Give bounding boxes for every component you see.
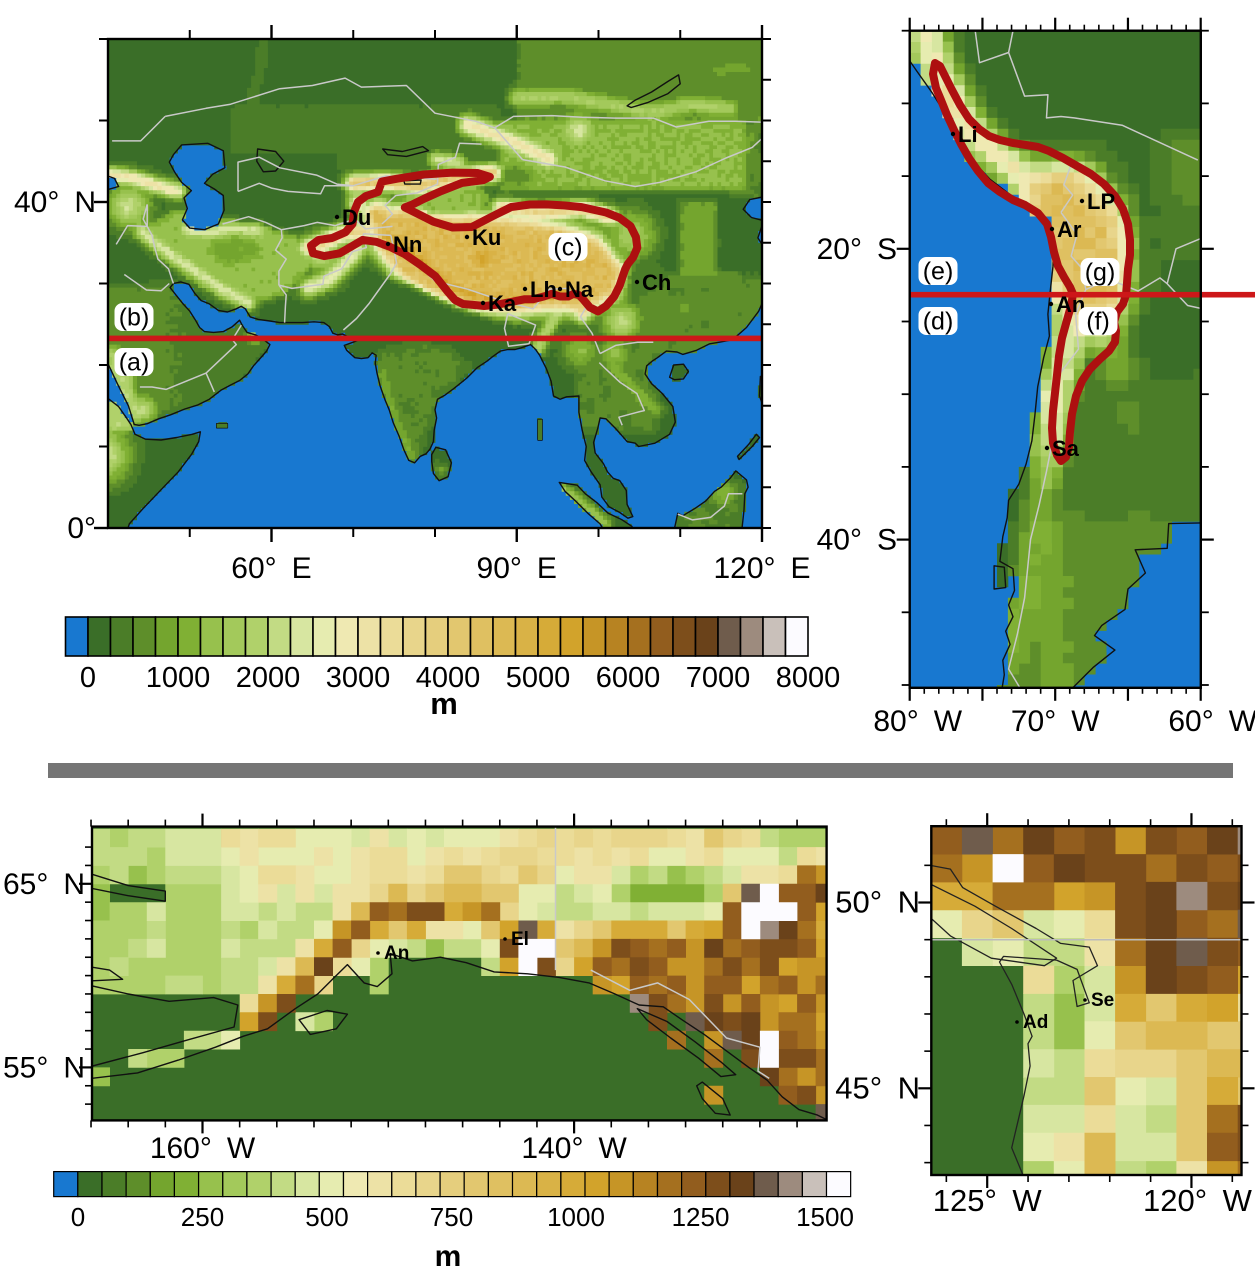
svg-text:Li: Li: [958, 122, 978, 147]
svg-text:7000: 7000: [686, 662, 751, 694]
svg-text:65° N: 65° N: [3, 868, 85, 901]
svg-text:m: m: [435, 1240, 462, 1269]
svg-text:LP: LP: [1087, 189, 1115, 214]
svg-text:3000: 3000: [326, 662, 391, 694]
svg-text:0: 0: [80, 662, 96, 694]
svg-text:160° W: 160° W: [150, 1132, 256, 1165]
svg-text:125° W: 125° W: [933, 1183, 1043, 1218]
svg-text:120° E: 120° E: [713, 552, 810, 585]
svg-text:(a): (a): [119, 349, 150, 377]
svg-text:(d): (d): [923, 308, 954, 336]
svg-text:El: El: [511, 929, 529, 950]
svg-text:70° W: 70° W: [1011, 705, 1100, 738]
svg-text:2000: 2000: [236, 662, 301, 694]
svg-text:120° W: 120° W: [1143, 1183, 1253, 1218]
svg-text:m: m: [430, 686, 458, 721]
svg-text:750: 750: [430, 1202, 473, 1232]
svg-text:5000: 5000: [506, 662, 571, 694]
svg-text:0°: 0°: [67, 512, 96, 545]
svg-text:1500: 1500: [796, 1202, 854, 1232]
svg-text:140° W: 140° W: [521, 1132, 627, 1165]
svg-text:(g): (g): [1085, 259, 1116, 287]
svg-text:Ad: Ad: [1023, 1012, 1048, 1033]
svg-text:60° E: 60° E: [231, 552, 311, 585]
svg-text:Se: Se: [1091, 990, 1114, 1011]
svg-text:40° S: 40° S: [817, 524, 897, 557]
svg-text:Ch: Ch: [642, 270, 671, 295]
svg-text:80° W: 80° W: [873, 705, 962, 738]
svg-text:Ku: Ku: [472, 225, 501, 250]
svg-text:Nn: Nn: [393, 232, 422, 257]
svg-text:(f): (f): [1086, 308, 1110, 336]
svg-text:6000: 6000: [596, 662, 661, 694]
svg-text:(b): (b): [119, 304, 150, 332]
svg-text:Du: Du: [342, 205, 371, 230]
svg-text:20° S: 20° S: [817, 233, 897, 266]
svg-text:Ka: Ka: [488, 291, 517, 316]
svg-text:Sa: Sa: [1052, 436, 1080, 461]
svg-text:50° N: 50° N: [835, 885, 920, 920]
svg-text:1000: 1000: [547, 1202, 605, 1232]
svg-text:1000: 1000: [146, 662, 211, 694]
svg-text:Na: Na: [565, 277, 594, 302]
svg-text:(c): (c): [553, 234, 582, 262]
svg-text:Lh: Lh: [530, 277, 557, 302]
svg-text:250: 250: [181, 1202, 224, 1232]
svg-text:4000: 4000: [416, 662, 481, 694]
svg-text:(e): (e): [923, 258, 954, 286]
svg-text:90° E: 90° E: [477, 552, 557, 585]
svg-text:8000: 8000: [776, 662, 841, 694]
svg-text:60° W: 60° W: [1168, 705, 1255, 738]
svg-text:1250: 1250: [672, 1202, 730, 1232]
svg-text:45° N: 45° N: [835, 1070, 920, 1105]
svg-text:0: 0: [71, 1202, 85, 1232]
svg-text:An: An: [384, 943, 409, 964]
svg-text:Ar: Ar: [1057, 217, 1082, 242]
svg-text:40° N: 40° N: [14, 186, 96, 219]
svg-text:500: 500: [305, 1202, 348, 1232]
svg-text:55° N: 55° N: [3, 1051, 85, 1084]
